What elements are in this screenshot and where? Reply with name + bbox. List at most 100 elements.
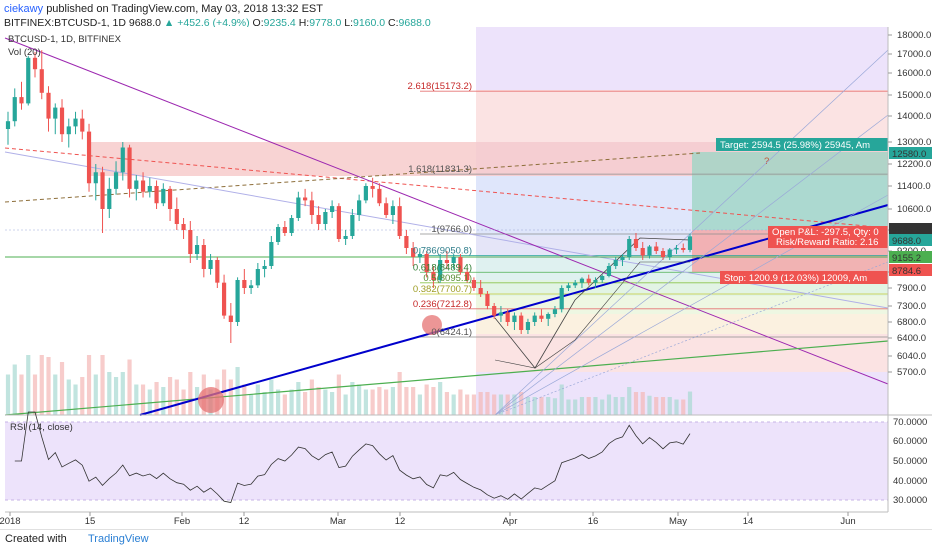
candle-body — [221, 282, 227, 316]
candle-body — [323, 212, 328, 224]
price-tick-label: 6800.0 — [897, 317, 926, 328]
time-tick-label: Feb — [174, 516, 190, 527]
volume-bar — [235, 367, 240, 415]
candle-body — [600, 276, 605, 280]
rsi-tick-label: 30.0000 — [893, 495, 927, 506]
volume-bar — [296, 382, 301, 415]
volume-bar — [194, 387, 200, 415]
candle-body — [377, 188, 382, 204]
candle-body — [627, 239, 632, 257]
candle-body — [134, 180, 139, 189]
blue-trend-line — [139, 204, 889, 416]
volume-bar — [377, 387, 382, 415]
candle-body — [492, 306, 497, 316]
volume-bar — [357, 384, 362, 415]
low-label: L: — [344, 17, 353, 29]
candle-body — [498, 312, 504, 316]
rsi-tick-label: 70.0000 — [893, 417, 927, 428]
fib-label: 0.786(9050.8) — [413, 245, 472, 256]
volume-bar — [471, 394, 477, 415]
candle-body — [235, 280, 240, 322]
purple-downtrend-line — [4, 37, 889, 385]
candle-body — [73, 118, 78, 127]
fib-label: 0.382(7700.7) — [413, 284, 472, 295]
candle-body — [438, 260, 443, 280]
price-tick-label: 7300.0 — [897, 301, 926, 312]
candle-body — [86, 131, 92, 184]
stop-label: Stop: 1200.9 (12.03%) 12009, Am — [724, 273, 867, 284]
volume-bar — [681, 399, 686, 415]
volume-bar — [579, 397, 585, 415]
volume-bar — [620, 397, 625, 415]
volume-bar — [397, 372, 402, 415]
volume-bar — [384, 389, 389, 415]
volume-bar — [458, 389, 463, 415]
author-link[interactable]: ciekawy — [4, 3, 44, 15]
price-axis[interactable]: 18000.0 17000.0 16000.0 15000.0 14000.0 13000… — [888, 30, 931, 378]
rsi-tick-label: 60.0000 — [893, 436, 927, 447]
price-tick-label: 18000.0 — [897, 30, 931, 41]
volume-bar — [552, 398, 558, 415]
footer: Created with TradingView — [0, 529, 932, 551]
price-label: 9985.5 — [892, 225, 921, 236]
time-axis[interactable]: 2018 15 Feb 12 Mar 12 Apr 16 May 14 Jun — [0, 512, 856, 527]
volume-bar — [93, 374, 98, 415]
candle-body — [296, 197, 301, 218]
volume-bar — [303, 392, 308, 415]
candle-body — [384, 203, 389, 215]
fib-zone-382 — [476, 314, 888, 334]
candle-body — [32, 57, 38, 70]
symbol-label: BITFINEX:BTCUSD-1, 1D — [4, 17, 126, 29]
volume-bar — [525, 397, 531, 415]
price-tick-label: 17000.0 — [897, 49, 931, 60]
series-legend: BTCUSD-1, 1D, BITFINEX — [8, 34, 122, 45]
time-tick-label: Jun — [840, 516, 855, 527]
volume-bar — [289, 389, 294, 415]
candle-body — [343, 236, 348, 239]
volume-bar — [559, 384, 564, 415]
candle-body — [208, 260, 213, 269]
volume-bar — [316, 387, 321, 415]
candle-body — [606, 266, 612, 276]
candle-body — [546, 314, 551, 319]
candle-body — [93, 172, 98, 184]
price-label: 9688.0 — [892, 236, 921, 247]
volume-bar — [640, 392, 645, 415]
volume-bar — [154, 382, 159, 415]
volume-bar — [674, 399, 679, 415]
question-mark: ? — [764, 156, 769, 167]
target-zone — [692, 152, 888, 230]
price-tick-label: 7900.0 — [897, 283, 926, 294]
price-label-bg — [889, 223, 932, 235]
price-tick-label: 5700.0 — [897, 367, 926, 378]
price-label-bg — [889, 234, 932, 246]
red-dashed-line — [4, 147, 889, 229]
fib-zone-top — [476, 90, 888, 142]
candle-body — [431, 272, 436, 280]
volume-bar — [431, 387, 436, 415]
tradingview-logo[interactable]: TradingView — [88, 533, 149, 545]
candle-body — [485, 294, 490, 306]
low-value: 9160.0 — [353, 17, 386, 29]
volume-bar — [343, 394, 348, 415]
volume-bar — [147, 389, 152, 415]
candle-body — [620, 257, 625, 260]
volume-bar — [627, 387, 632, 415]
volume-bar — [269, 379, 274, 415]
volume-bar — [323, 389, 328, 415]
price-tick-label: 11400.0 — [897, 181, 931, 192]
candle-body — [424, 254, 429, 272]
candle-body — [309, 200, 314, 215]
candle-body — [478, 288, 483, 294]
target-label-bg — [716, 138, 888, 151]
time-tick-label: 16 — [588, 516, 599, 527]
volume-bar — [73, 384, 78, 415]
fib-label: 0(6424.1) — [431, 327, 472, 338]
price-tick-label: 12200.0 — [897, 159, 931, 170]
candle-body — [519, 315, 524, 330]
rsi-band — [5, 422, 888, 500]
candle-body — [633, 239, 639, 248]
candle-body — [19, 97, 24, 104]
candle-body — [370, 186, 375, 189]
price-chart[interactable]: 2.618(15173.2) 1.618(11831.3) 1(9766.0) 0.7… — [0, 0, 932, 528]
